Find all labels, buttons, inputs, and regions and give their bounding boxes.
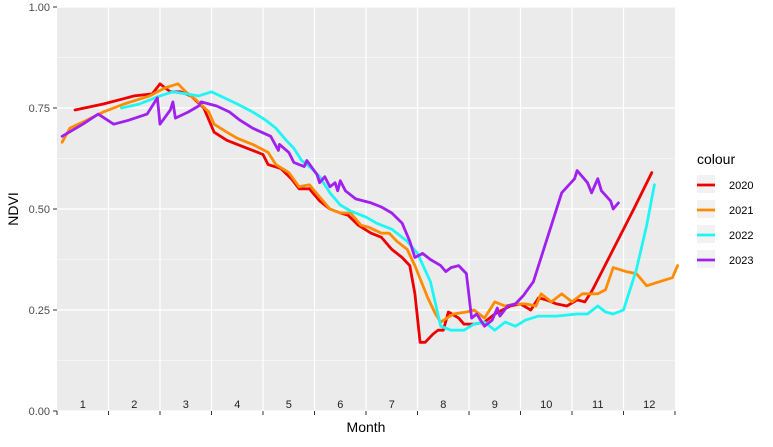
legend-label: 2022 — [729, 230, 753, 242]
legend-title: colour — [697, 151, 735, 167]
month-label: 2 — [131, 399, 137, 411]
legend-label: 2021 — [729, 205, 753, 217]
y-tick-label: 0.25 — [29, 305, 50, 317]
month-label: 8 — [440, 399, 446, 411]
month-label: 1 — [80, 399, 86, 411]
month-label: 10 — [540, 399, 552, 411]
legend-label: 2020 — [729, 180, 753, 192]
series-line-2021 — [60, 82, 679, 324]
y-tick-label: 0.00 — [29, 406, 50, 418]
month-label: 4 — [234, 399, 240, 411]
month-label: 6 — [337, 399, 343, 411]
month-label: 11 — [592, 399, 603, 411]
y-axis-title: NDVI — [5, 192, 21, 225]
series-line-2022 — [120, 90, 656, 332]
y-tick-label: 0.75 — [29, 103, 50, 115]
x-axis-title: Month — [347, 419, 386, 435]
y-axis: 0.00 0.25 0.50 0.75 1.00 — [29, 2, 57, 418]
x-axis: 1 2 3 4 5 6 7 8 9 10 11 12 — [56, 399, 676, 415]
legend: colour 2020 2021 2022 2023 — [697, 151, 753, 268]
legend-label: 2023 — [729, 255, 753, 267]
series-line-2023 — [60, 96, 620, 328]
month-label: 12 — [643, 399, 655, 411]
month-label: 5 — [286, 399, 292, 411]
y-tick-label: 0.50 — [29, 204, 50, 216]
grid-major — [57, 6, 675, 412]
series-layer — [60, 82, 679, 344]
month-label: 3 — [183, 399, 189, 411]
month-label: 7 — [389, 399, 395, 411]
month-label: 9 — [492, 399, 498, 411]
y-tick-label: 1.00 — [29, 2, 50, 14]
